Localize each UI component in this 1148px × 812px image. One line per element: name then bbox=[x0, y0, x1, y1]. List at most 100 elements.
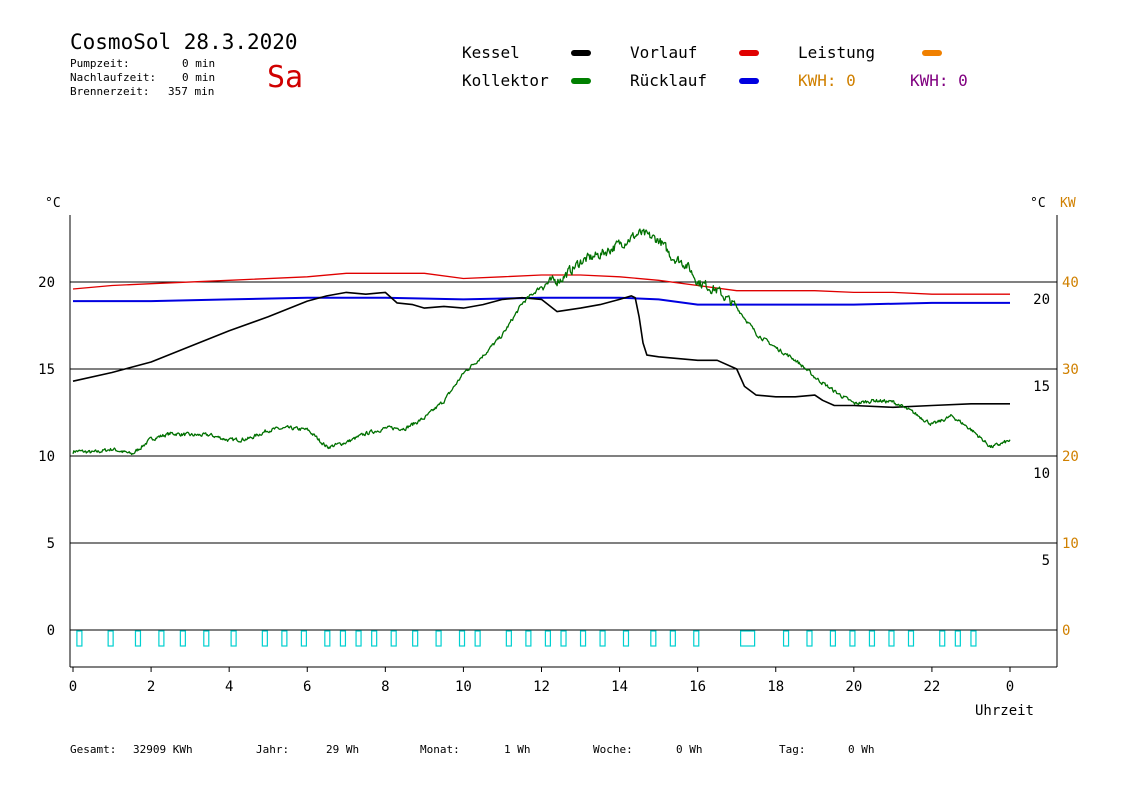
legend-vorlauf-label: Vorlauf bbox=[630, 43, 698, 62]
y-kw-tick-label: 40 bbox=[1062, 275, 1079, 291]
status-marker bbox=[203, 630, 210, 647]
y-left-unit: °C bbox=[45, 196, 61, 211]
status-marker bbox=[525, 630, 532, 647]
y-left-tick-label: 10 bbox=[38, 449, 55, 465]
status-marker bbox=[300, 630, 307, 647]
footer-jahr-label: Jahr: bbox=[256, 743, 290, 756]
x-tick-label: 20 bbox=[845, 679, 862, 695]
series-kessel bbox=[72, 291, 1010, 409]
y-left-tick-label: 20 bbox=[38, 275, 55, 291]
legend-ruecklauf-label: Rücklauf bbox=[630, 71, 708, 90]
y-kw-tick-label: 20 bbox=[1062, 449, 1079, 465]
status-marker bbox=[230, 630, 237, 647]
status-marker bbox=[134, 630, 142, 647]
status-marker bbox=[107, 630, 114, 647]
y-kw-tick-label: 0 bbox=[1062, 623, 1070, 639]
legend-kollektor-label: Kollektor bbox=[462, 71, 549, 90]
x-tick-label: 10 bbox=[455, 679, 472, 695]
y-left-tick-label: 0 bbox=[47, 623, 55, 639]
status-marker bbox=[740, 630, 756, 647]
x-tick-label: 18 bbox=[767, 679, 784, 695]
status-marker bbox=[849, 630, 856, 647]
status-marker bbox=[390, 630, 397, 647]
x-tick-label: 12 bbox=[533, 679, 550, 695]
x-tick-label: 16 bbox=[689, 679, 706, 695]
stat-pumpzeit-label: Pumpzeit: bbox=[70, 57, 130, 70]
status-marker bbox=[599, 630, 606, 647]
status-marker bbox=[371, 630, 378, 647]
legend-leistung-swatch bbox=[922, 50, 942, 56]
y-right-tick-label: 5 bbox=[1042, 553, 1050, 569]
y-right-unit: °C bbox=[1030, 196, 1046, 211]
x-tick-label: 6 bbox=[303, 679, 311, 695]
weekday-label: Sa bbox=[267, 60, 304, 95]
footer-gesamt-label: Gesamt: bbox=[70, 743, 117, 756]
status-marker bbox=[954, 630, 961, 647]
footer-tag-label: Tag: bbox=[779, 743, 806, 756]
status-marker bbox=[158, 630, 165, 647]
footer-monat-label: Monat: bbox=[420, 743, 460, 756]
status-marker bbox=[339, 630, 347, 647]
y-left-tick-label: 15 bbox=[38, 362, 55, 378]
stat-nachlaufzeit-label: Nachlaufzeit: bbox=[70, 71, 157, 84]
series-kollektor bbox=[72, 228, 1011, 456]
footer-tag-value: 0 Wh bbox=[848, 743, 875, 756]
footer-woche-label: Woche: bbox=[593, 743, 633, 756]
legend-kessel-label: Kessel bbox=[462, 43, 520, 62]
y-right-tick-label: 20 bbox=[1033, 292, 1050, 308]
status-marker bbox=[693, 630, 700, 647]
status-marker bbox=[622, 630, 630, 647]
page-title: CosmoSol 28.3.2020 bbox=[70, 30, 298, 54]
status-marker bbox=[782, 630, 790, 647]
status-marker bbox=[505, 630, 512, 647]
status-marker bbox=[324, 630, 331, 647]
status-marker bbox=[806, 630, 813, 647]
status-marker bbox=[458, 630, 466, 647]
status-marker bbox=[179, 630, 186, 647]
status-marker bbox=[261, 630, 268, 647]
footer-monat-value: 1 Wh bbox=[504, 743, 531, 756]
x-tick-label: 22 bbox=[923, 679, 940, 695]
series-ruecklauf bbox=[73, 296, 1010, 306]
legend-ruecklauf-swatch bbox=[739, 78, 759, 84]
status-marker bbox=[435, 630, 442, 647]
status-marker bbox=[474, 630, 481, 647]
stat-brennerzeit-label: Brennerzeit: bbox=[70, 85, 150, 98]
x-tick-label: 4 bbox=[225, 679, 233, 695]
status-marker bbox=[939, 630, 946, 647]
status-marker bbox=[970, 630, 977, 647]
stat-brennerzeit-value: 357 min bbox=[168, 85, 215, 98]
y-kw-tick-label: 30 bbox=[1062, 362, 1079, 378]
legend-kessel-swatch bbox=[571, 50, 591, 56]
status-marker bbox=[544, 630, 552, 647]
legend-leistung-label: Leistung bbox=[798, 43, 876, 62]
status-marker bbox=[868, 630, 876, 647]
status-marker bbox=[76, 630, 83, 647]
y-kw-tick-label: 10 bbox=[1062, 536, 1079, 552]
x-axis-title: Uhrzeit bbox=[975, 703, 1034, 719]
y-right-tick-label: 10 bbox=[1033, 466, 1050, 482]
series-vorlauf bbox=[72, 272, 1010, 295]
stat-pumpzeit-value: 0 min bbox=[182, 57, 216, 70]
legend-kwh-orange: KWH: 0 bbox=[798, 71, 856, 90]
status-marker bbox=[888, 630, 895, 647]
status-marker bbox=[829, 630, 837, 647]
legend-vorlauf-swatch bbox=[739, 50, 759, 56]
status-marker bbox=[579, 630, 587, 647]
status-marker bbox=[355, 630, 362, 647]
x-tick-label: 0 bbox=[69, 679, 77, 695]
status-marker bbox=[412, 630, 419, 647]
footer-gesamt-value: 32909 KWh bbox=[133, 743, 193, 756]
y-right-tick-label: 15 bbox=[1033, 379, 1050, 395]
legend-kwh-purple: KWH: 0 bbox=[910, 71, 968, 90]
y-kw-unit: KW bbox=[1060, 196, 1076, 211]
footer-woche-value: 0 Wh bbox=[676, 743, 703, 756]
y-left-tick-label: 5 bbox=[47, 536, 55, 552]
x-tick-label: 2 bbox=[147, 679, 155, 695]
x-tick-label: 0 bbox=[1006, 679, 1014, 695]
status-marker bbox=[560, 630, 567, 647]
stat-nachlaufzeit-value: 0 min bbox=[182, 71, 216, 84]
footer-jahr-value: 29 Wh bbox=[326, 743, 360, 756]
status-marker bbox=[650, 630, 657, 647]
